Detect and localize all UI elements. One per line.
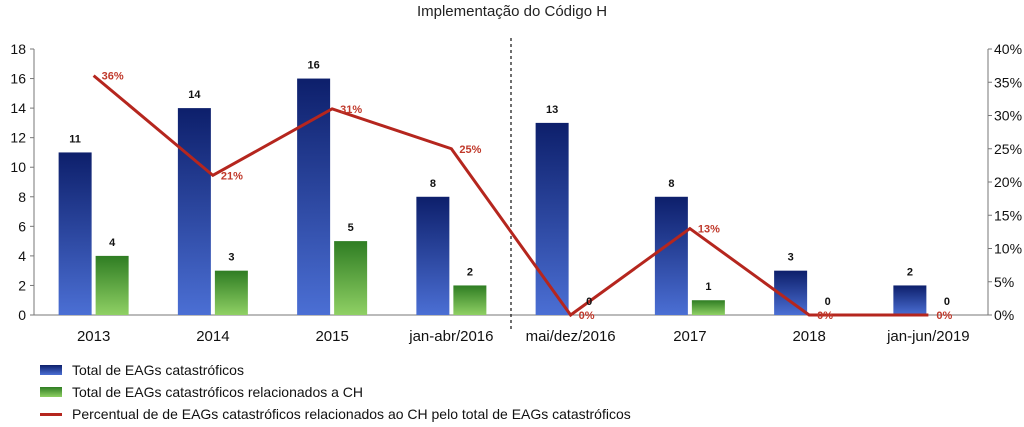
x-tick-label: mai/dez/2016 xyxy=(526,328,616,345)
y-tick-label-right: 20% xyxy=(994,174,1022,190)
bar-ch xyxy=(453,285,487,315)
bar-total-label: 16 xyxy=(308,60,320,72)
pct-label: 25% xyxy=(459,144,481,156)
bar-total-label: 3 xyxy=(788,252,794,264)
legend-swatch-total xyxy=(40,365,62,375)
bar-ch-label: 0 xyxy=(825,296,831,308)
pct-label: 31% xyxy=(340,104,362,116)
bar-total-label: 11 xyxy=(69,133,81,145)
x-tick-label: jan-jun/2019 xyxy=(886,328,970,345)
y-tick-label-left: 6 xyxy=(18,218,26,234)
pct-label: 21% xyxy=(221,170,243,182)
y-tick-label-left: 10 xyxy=(10,159,26,175)
bar-total xyxy=(654,196,688,315)
y-tick-label-right: 25% xyxy=(994,141,1022,157)
pct-label: 0% xyxy=(936,310,952,322)
x-tick-label: 2017 xyxy=(673,328,706,345)
legend-label-pct: Percentual de de EAGs catastróficos rela… xyxy=(72,406,631,422)
bar-ch-label: 0 xyxy=(944,296,950,308)
bar-ch-label: 0 xyxy=(586,296,592,308)
x-tick-label: 2015 xyxy=(315,328,348,345)
bar-ch xyxy=(334,241,368,315)
pct-label: 0% xyxy=(817,310,833,322)
y-tick-label-left: 8 xyxy=(18,189,26,205)
bar-total-label: 14 xyxy=(188,89,201,101)
bar-total-label: 8 xyxy=(668,178,674,190)
y-tick-label-right: 10% xyxy=(994,241,1022,257)
bar-ch xyxy=(214,270,248,315)
pct-label: 36% xyxy=(102,71,124,83)
chart: Implementação do Código H 02468101214161… xyxy=(10,3,1022,345)
x-tick-label: 2013 xyxy=(77,328,110,345)
y-tick-label-right: 15% xyxy=(994,207,1022,223)
pct-line xyxy=(92,74,929,318)
legend-swatch-pct xyxy=(40,412,62,416)
y-tick-label-left: 4 xyxy=(18,248,26,264)
bar-ch-label: 3 xyxy=(228,252,234,264)
bar-ch-label: 1 xyxy=(705,281,711,293)
bar-total xyxy=(177,108,211,315)
y-tick-label-left: 16 xyxy=(10,71,26,87)
y-tick-label-right: 0% xyxy=(994,307,1014,323)
legend-swatch-ch xyxy=(40,387,62,397)
y-tick-label-right: 5% xyxy=(994,274,1014,290)
bar-total xyxy=(535,122,569,315)
bar-ch xyxy=(95,255,129,315)
pct-label: 0% xyxy=(579,310,595,322)
x-tick-label: 2018 xyxy=(792,328,825,345)
y-tick-label-left: 2 xyxy=(18,277,26,293)
y-tick-label-right: 35% xyxy=(994,74,1022,90)
legend-item-ch: Total de EAGs catastróficos relacionados… xyxy=(40,381,631,403)
y-tick-label-left: 0 xyxy=(18,307,26,323)
bar-ch-label: 4 xyxy=(109,237,116,249)
legend-item-pct: Percentual de de EAGs catastróficos rela… xyxy=(40,403,631,425)
bar-ch-label: 2 xyxy=(467,266,473,278)
y-tick-label-left: 14 xyxy=(10,100,26,116)
x-tick-label: jan-abr/2016 xyxy=(408,328,493,345)
legend-item-total: Total de EAGs catastróficos xyxy=(40,359,631,381)
legend-label-total: Total de EAGs catastróficos xyxy=(72,362,244,378)
bar-ch-label: 5 xyxy=(348,222,354,234)
bar-total-label: 8 xyxy=(430,178,436,190)
x-tick-label: 2014 xyxy=(196,328,229,345)
chart-title: Implementação do Código H xyxy=(417,3,607,20)
pct-label: 13% xyxy=(698,224,720,236)
legend-label-ch: Total de EAGs catastróficos relacionados… xyxy=(72,384,364,400)
y-tick-label-right: 30% xyxy=(994,108,1022,124)
y-tick-label-left: 12 xyxy=(10,130,26,146)
bar-total-label: 13 xyxy=(546,104,558,116)
bar-total xyxy=(58,152,92,315)
bar-total xyxy=(416,196,450,315)
legend: Total de EAGs catastróficos Total de EAG… xyxy=(40,359,631,425)
y-tick-label-left: 18 xyxy=(10,41,26,57)
bar-ch xyxy=(691,300,725,315)
bar-total xyxy=(893,285,927,315)
bar-total-label: 2 xyxy=(907,266,913,278)
y-tick-label-right: 40% xyxy=(994,41,1022,57)
